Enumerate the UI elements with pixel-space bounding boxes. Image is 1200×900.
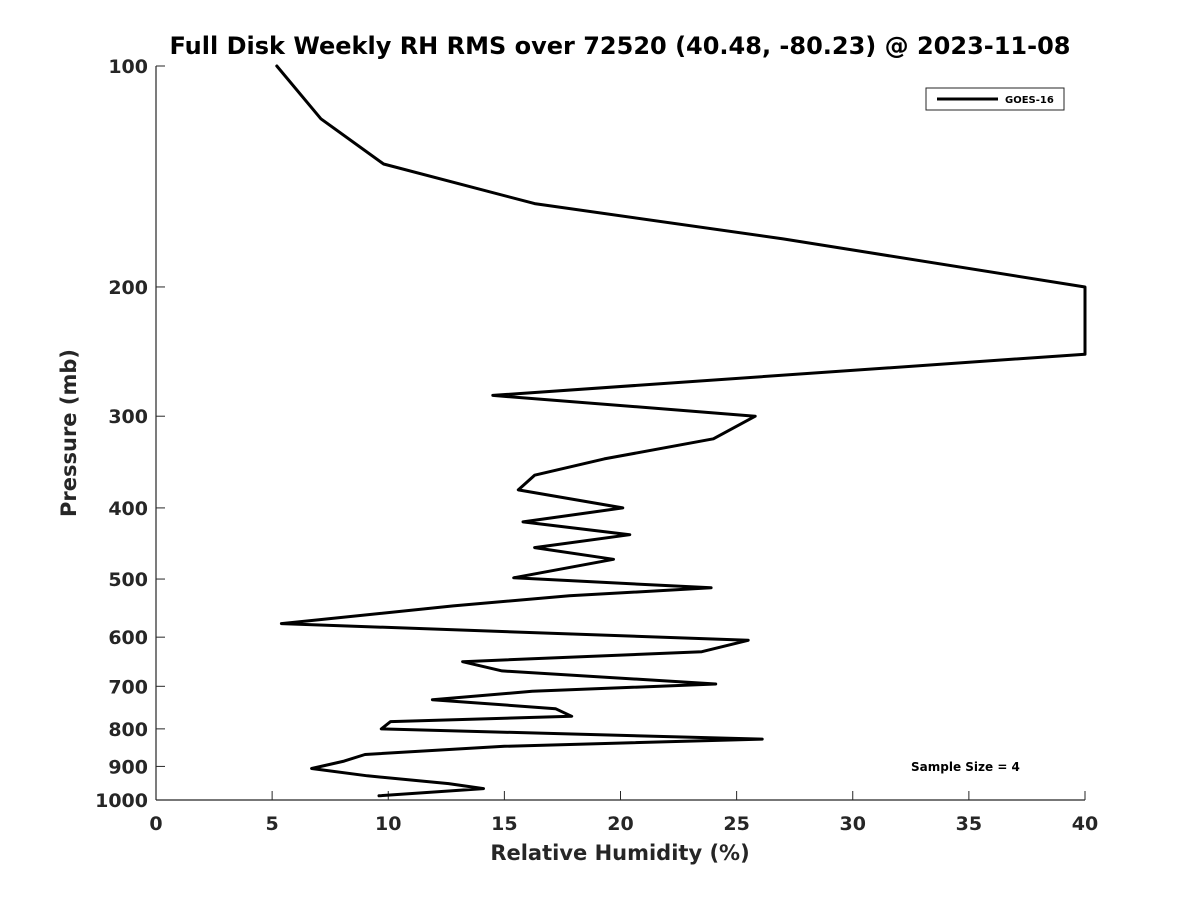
- y-tick-label: 800: [108, 719, 148, 741]
- y-axis-label: Pressure (mb): [57, 349, 81, 517]
- x-tick-label: 35: [956, 813, 982, 835]
- x-tick-label: 5: [266, 813, 279, 835]
- series-line-goes-16: [275, 64, 1087, 798]
- y-tick-label: 600: [108, 627, 148, 649]
- y-tick-label: 200: [108, 277, 148, 299]
- legend: GOES-16: [925, 87, 1065, 111]
- y-tick-label: 100: [108, 56, 148, 78]
- y-tick-label: 500: [108, 569, 148, 591]
- x-tick-label: 20: [607, 813, 633, 835]
- y-tick-label: 300: [108, 406, 148, 428]
- y-tick-label: 900: [108, 756, 148, 778]
- legend-label-goes-16: GOES-16: [1005, 95, 1054, 106]
- x-tick-label: 0: [149, 813, 162, 835]
- x-tick-label: 25: [723, 813, 749, 835]
- y-tick-label: 700: [108, 676, 148, 698]
- y-tick-label: 1000: [95, 790, 148, 812]
- x-tick-label: 30: [840, 813, 866, 835]
- x-ticks: 0 5 10 15 20 25 30 35 40: [149, 791, 1098, 835]
- chart-title: Full Disk Weekly RH RMS over 72520 (40.4…: [169, 32, 1070, 60]
- x-tick-label: 10: [375, 813, 401, 835]
- x-axis-label: Relative Humidity (%): [490, 841, 749, 865]
- series-layer: [275, 64, 1087, 798]
- y-ticks: 100 200 300 400 500 600 700 800 900 1000: [95, 56, 165, 812]
- sample-size-annotation: Sample Size = 4: [911, 760, 1020, 774]
- x-tick-label: 40: [1072, 813, 1098, 835]
- x-tick-label: 15: [491, 813, 517, 835]
- y-tick-label: 400: [108, 498, 148, 520]
